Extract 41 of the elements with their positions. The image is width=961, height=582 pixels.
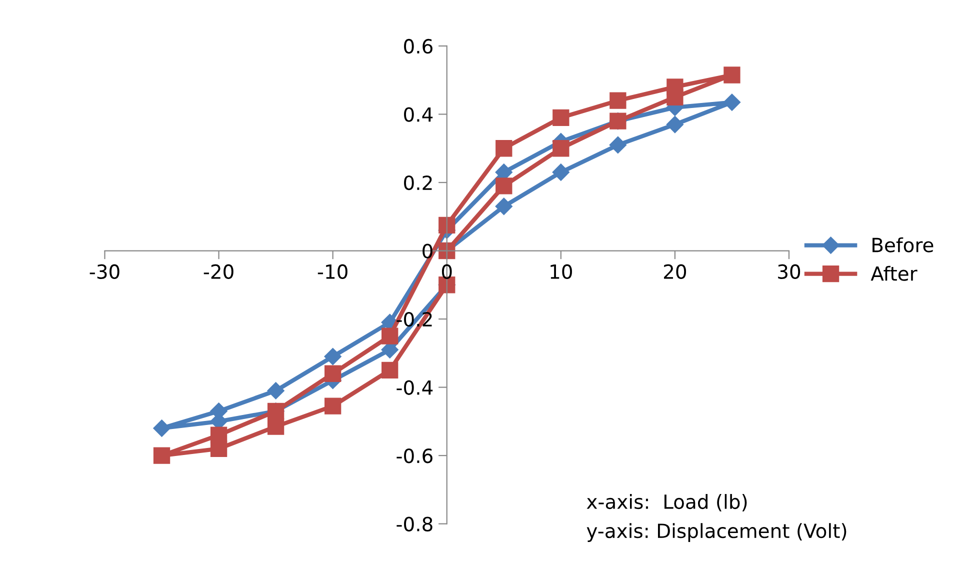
annotation: x-axis: Load (lb) — [586, 494, 747, 512]
point — [609, 136, 626, 154]
x-tick-label: 20 — [664, 264, 686, 280]
point — [267, 418, 284, 435]
legend-label: After — [870, 266, 918, 281]
point — [153, 447, 170, 464]
x-tick-label: -20 — [204, 264, 234, 280]
annotation: y-axis: Displacement (Volt) — [586, 523, 846, 542]
x-tick-label: -10 — [318, 264, 348, 280]
point — [324, 398, 342, 414]
point — [666, 78, 684, 96]
y-tick-label: -0.6 — [396, 448, 432, 464]
x-tick-label: 30 — [778, 264, 800, 280]
point — [610, 92, 626, 109]
legend-label: Before — [872, 237, 934, 252]
point — [210, 440, 228, 458]
y-tick-label: -0.4 — [396, 380, 433, 395]
point — [382, 328, 398, 344]
x-tick-label: 0 — [442, 264, 452, 280]
point — [666, 116, 684, 134]
x-tick-label: 10 — [550, 264, 572, 280]
point — [495, 198, 512, 215]
point — [552, 164, 570, 181]
point — [267, 382, 284, 400]
point — [153, 420, 170, 437]
y-tick-label: -0.8 — [396, 516, 432, 532]
y-tick-label: 0.6 — [404, 38, 432, 54]
point — [324, 348, 342, 366]
point — [724, 66, 740, 84]
y-tick-label: 0 — [422, 244, 432, 258]
point — [496, 140, 512, 157]
point — [552, 140, 570, 157]
point — [438, 216, 456, 234]
y-tick-label: 0.4 — [404, 107, 433, 122]
point — [723, 94, 741, 111]
x-tick-label: -30 — [90, 264, 120, 280]
point — [552, 109, 570, 126]
point — [324, 365, 342, 382]
point — [496, 178, 512, 194]
y-tick-label: 0.2 — [404, 175, 432, 190]
point — [382, 362, 398, 379]
